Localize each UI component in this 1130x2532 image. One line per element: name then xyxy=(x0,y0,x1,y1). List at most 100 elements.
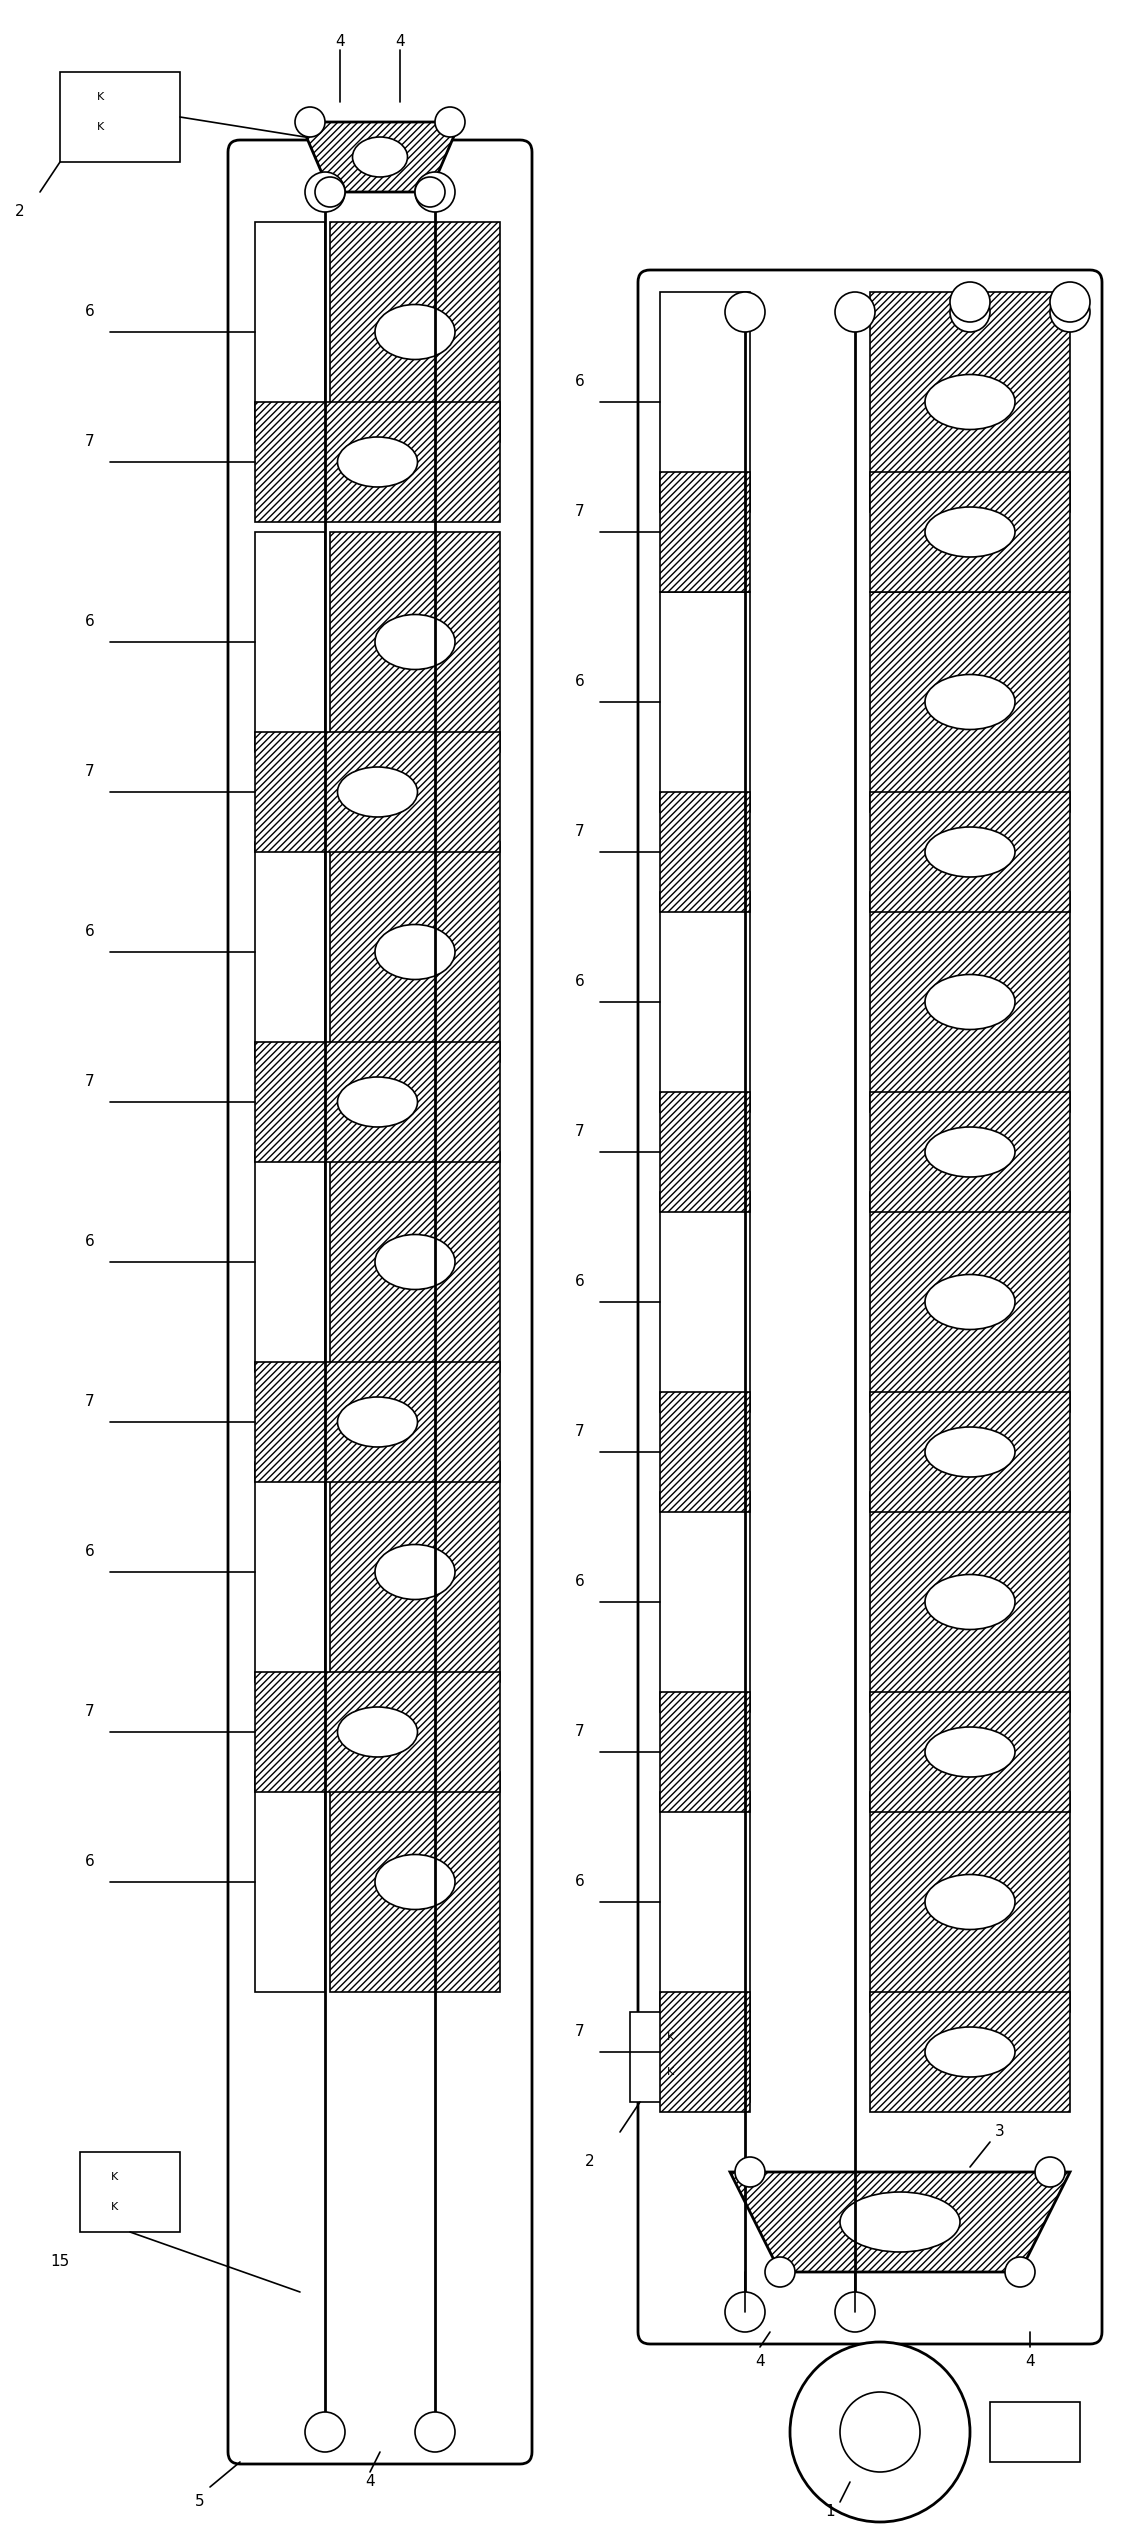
Ellipse shape xyxy=(375,615,455,668)
Text: 4: 4 xyxy=(365,2474,375,2489)
Circle shape xyxy=(305,172,345,213)
Circle shape xyxy=(415,172,455,213)
Circle shape xyxy=(1035,2157,1064,2188)
Circle shape xyxy=(415,177,445,208)
Circle shape xyxy=(415,2413,455,2451)
Text: 6: 6 xyxy=(85,304,95,319)
Bar xyxy=(80,2152,180,2233)
Circle shape xyxy=(435,106,466,137)
Bar xyxy=(870,1193,1070,1413)
Polygon shape xyxy=(730,2172,1070,2271)
Bar xyxy=(660,291,750,511)
Text: 7: 7 xyxy=(85,1395,95,1410)
Ellipse shape xyxy=(375,1236,455,1289)
Bar xyxy=(660,891,750,1112)
Text: 6: 6 xyxy=(85,615,95,630)
Text: 6: 6 xyxy=(575,1874,585,1889)
Bar xyxy=(990,2403,1080,2461)
Bar xyxy=(870,592,1070,813)
Circle shape xyxy=(950,281,990,322)
Text: 7: 7 xyxy=(85,1704,95,1719)
Bar xyxy=(870,891,1070,1112)
Text: 7: 7 xyxy=(575,1426,585,1441)
Ellipse shape xyxy=(925,674,1015,729)
Circle shape xyxy=(790,2342,970,2522)
Text: K: K xyxy=(96,122,104,132)
Bar xyxy=(330,1461,499,1681)
Ellipse shape xyxy=(353,137,408,177)
Text: 6: 6 xyxy=(575,375,585,390)
Text: 6: 6 xyxy=(575,975,585,990)
Text: 2: 2 xyxy=(585,2155,594,2170)
Text: 1: 1 xyxy=(825,2504,835,2519)
Ellipse shape xyxy=(375,924,455,980)
Circle shape xyxy=(835,291,875,332)
Ellipse shape xyxy=(925,375,1015,430)
Bar xyxy=(660,1993,750,2112)
Circle shape xyxy=(305,2413,345,2451)
Bar xyxy=(870,291,1070,511)
Ellipse shape xyxy=(338,438,417,486)
Text: 6: 6 xyxy=(85,1236,95,1248)
Text: 4: 4 xyxy=(396,35,405,51)
Ellipse shape xyxy=(925,1127,1015,1177)
Ellipse shape xyxy=(375,1545,455,1600)
Ellipse shape xyxy=(925,506,1015,557)
Bar xyxy=(255,532,325,752)
Text: 7: 7 xyxy=(575,2026,585,2038)
Text: 7: 7 xyxy=(575,1724,585,1739)
Text: 15: 15 xyxy=(51,2253,70,2269)
Circle shape xyxy=(295,106,325,137)
Circle shape xyxy=(725,2291,765,2332)
Text: 7: 7 xyxy=(85,765,95,780)
Text: 4: 4 xyxy=(755,2355,765,2370)
Ellipse shape xyxy=(925,1274,1015,1329)
Text: 5: 5 xyxy=(195,2494,205,2509)
Bar xyxy=(660,1691,750,1813)
Ellipse shape xyxy=(375,304,455,360)
Bar xyxy=(870,1691,1070,1813)
Bar xyxy=(870,1793,1070,2013)
Circle shape xyxy=(835,2291,875,2332)
Text: 3: 3 xyxy=(996,2124,1005,2140)
Text: 6: 6 xyxy=(85,1545,95,1560)
Text: 6: 6 xyxy=(575,1274,585,1289)
Bar xyxy=(870,471,1070,592)
Circle shape xyxy=(315,177,345,208)
Ellipse shape xyxy=(925,1727,1015,1777)
Bar xyxy=(660,471,750,592)
Bar xyxy=(660,1793,750,2013)
Bar xyxy=(660,1491,750,1712)
Bar xyxy=(255,1152,325,1372)
Bar xyxy=(255,1043,499,1162)
Text: 7: 7 xyxy=(85,1074,95,1089)
Bar xyxy=(330,843,499,1061)
Bar xyxy=(330,223,499,443)
Text: K: K xyxy=(667,2066,673,2076)
Text: K: K xyxy=(96,91,104,101)
Bar xyxy=(660,1091,750,1213)
Bar xyxy=(255,403,499,522)
Circle shape xyxy=(725,291,765,332)
Ellipse shape xyxy=(338,1707,417,1757)
Bar xyxy=(60,71,180,162)
Text: 7: 7 xyxy=(85,436,95,451)
Polygon shape xyxy=(299,122,460,192)
FancyBboxPatch shape xyxy=(228,139,532,2464)
Ellipse shape xyxy=(840,2193,960,2251)
Bar xyxy=(330,1772,499,1993)
Bar xyxy=(660,1193,750,1413)
Ellipse shape xyxy=(338,767,417,818)
Text: K: K xyxy=(112,2203,119,2213)
Text: 6: 6 xyxy=(575,1575,585,1590)
Text: K: K xyxy=(112,2172,119,2183)
Bar xyxy=(870,1091,1070,1213)
Circle shape xyxy=(734,2157,765,2188)
Circle shape xyxy=(765,2256,796,2286)
Bar xyxy=(870,1993,1070,2112)
Ellipse shape xyxy=(925,828,1015,876)
Bar xyxy=(870,1393,1070,1512)
Ellipse shape xyxy=(925,1874,1015,1929)
Text: 4: 4 xyxy=(1025,2355,1035,2370)
Bar xyxy=(255,1671,499,1793)
